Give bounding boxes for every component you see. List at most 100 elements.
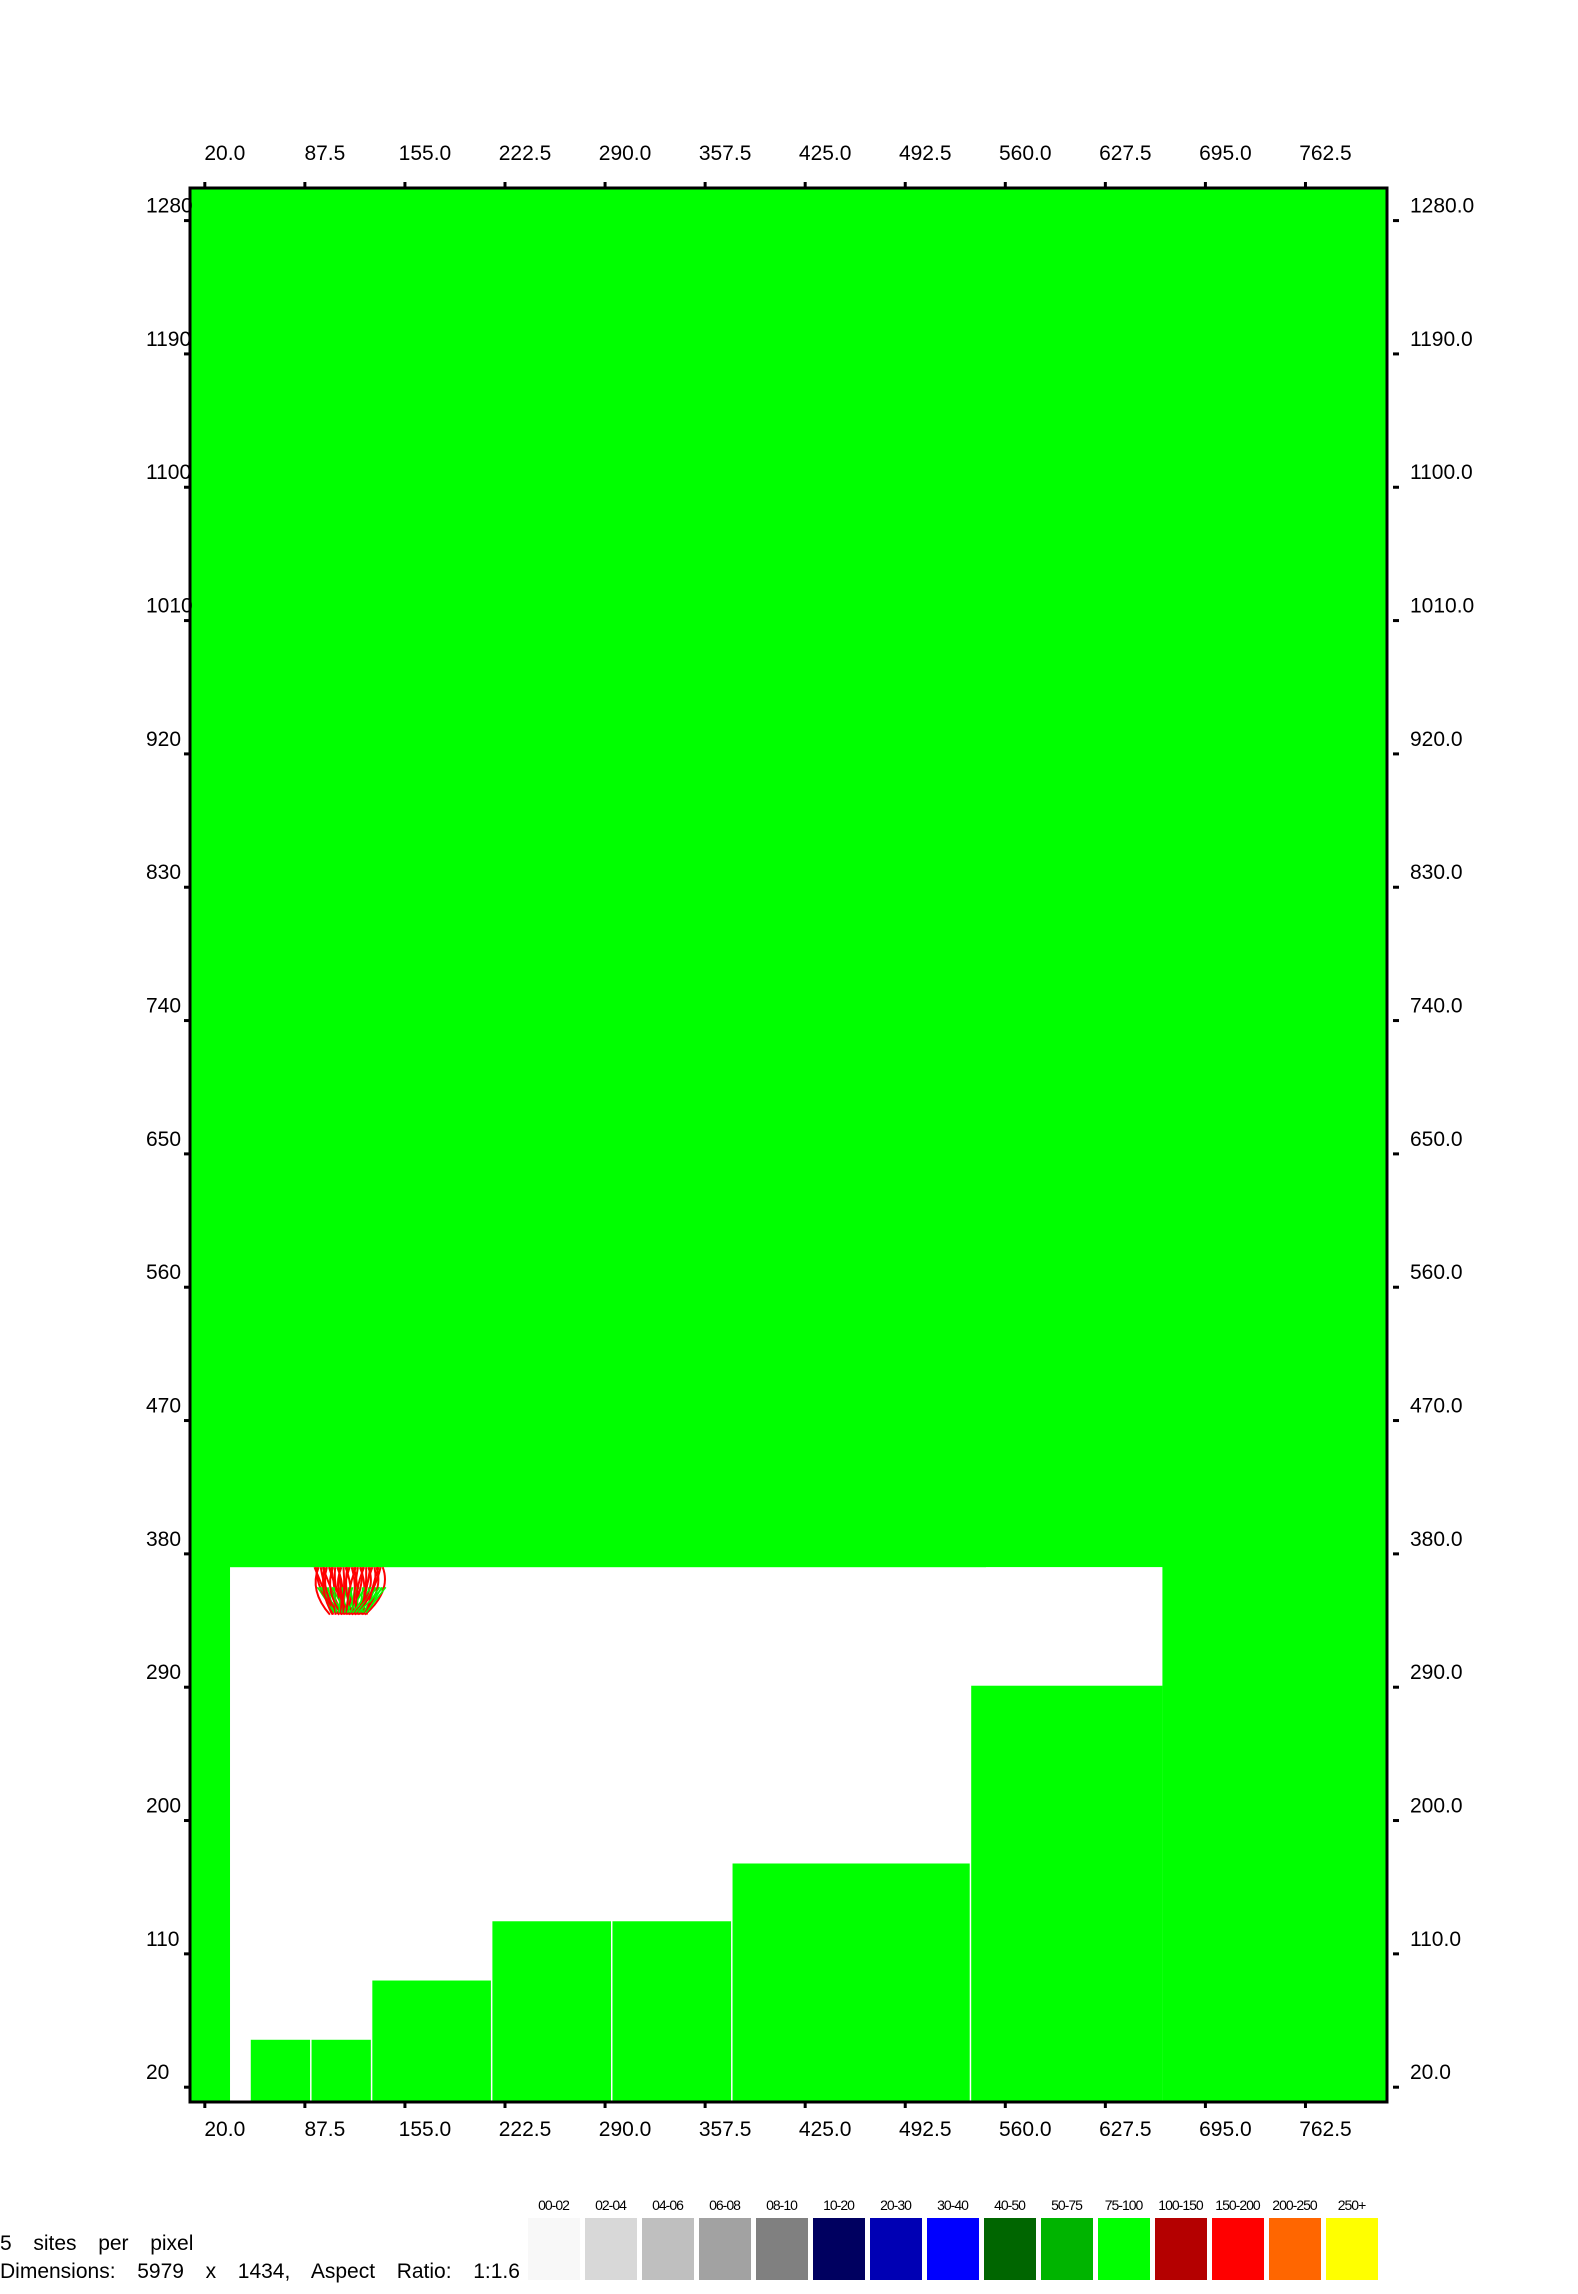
legend-item: 30-40 — [924, 2196, 981, 2280]
x-tick-label-top: 155.0 — [399, 142, 452, 165]
legend-label: 40-50 — [994, 2197, 1026, 2213]
y-tick-label-right: 1010.0 — [1410, 595, 1474, 618]
filled-block-4 — [612, 1921, 732, 2102]
legend-item: 06-08 — [696, 2196, 753, 2280]
x-tick-label-bottom: 155.0 — [399, 2118, 452, 2141]
legend-item: 08-10 — [753, 2196, 810, 2280]
filled-block-2 — [372, 1980, 491, 2102]
x-tick-label-bottom: 222.5 — [499, 2118, 552, 2141]
legend-item: 150-200 — [1209, 2196, 1266, 2280]
filled-block-7 — [1162, 1567, 1387, 2102]
legend-label: 30-40 — [937, 2197, 969, 2213]
y-tick-label-left: 380 — [146, 1528, 181, 1551]
legend-item: 02-04 — [582, 2196, 639, 2280]
legend-label: 04-06 — [652, 2197, 684, 2213]
legend-label: 250+ — [1337, 2197, 1367, 2213]
y-tick-label-left: 830 — [146, 861, 181, 884]
x-tick-label-top: 492.5 — [899, 142, 952, 165]
x-tick-label-top: 290.0 — [599, 142, 652, 165]
y-tick-label-left: 290 — [146, 1661, 181, 1684]
y-tick-label-right: 20.0 — [1410, 2061, 1451, 2084]
legend-swatch — [1268, 2218, 1321, 2280]
fiber-red — [342, 1566, 351, 1615]
legend-swatch — [1154, 2218, 1207, 2280]
y-tick-label-left: 920 — [146, 728, 181, 751]
y-tick-label-right: 740.0 — [1410, 995, 1463, 1018]
legend-swatch — [869, 2218, 922, 2280]
fiber-bundle — [313, 1566, 387, 1616]
x-tick-label-top: 425.0 — [799, 142, 852, 165]
fiber-red — [322, 1566, 334, 1616]
fiber-green — [357, 1586, 385, 1614]
y-tick-label-left: 740 — [146, 995, 181, 1018]
y-tick-label-left: 1100 — [146, 461, 191, 484]
legend-swatch — [983, 2218, 1036, 2280]
x-tick-label-top: 627.5 — [1099, 142, 1152, 165]
filled-block-1 — [311, 2039, 371, 2102]
y-tick-label-right: 110.0 — [1410, 1928, 1461, 1951]
y-tick-label-left: 200 — [146, 1795, 181, 1818]
legend-item: 100-150 — [1152, 2196, 1209, 2280]
x-tick-label-top: 222.5 — [499, 142, 552, 165]
plot-area — [190, 188, 1387, 2102]
legend-swatch — [641, 2218, 694, 2280]
y-tick-label-left: 560 — [146, 1261, 181, 1284]
fiber-red — [314, 1566, 331, 1616]
y-tick-label-right: 560.0 — [1410, 1261, 1463, 1284]
legend-item: 200-250 — [1266, 2196, 1323, 2280]
legend-label: 100-150 — [1158, 2197, 1203, 2213]
y-tick-label-left: 1190 — [146, 328, 191, 351]
x-tick-label-bottom: 290.0 — [599, 2118, 652, 2141]
legend-item: 00-02 — [525, 2196, 582, 2280]
y-tick-label-right: 200.0 — [1410, 1795, 1463, 1818]
y-tick-label-right: 920.0 — [1410, 728, 1463, 751]
legend-label: 75-100 — [1104, 2197, 1144, 2213]
heatmap-chart: 20.0 20.0 87.5 87.5 155.0 155.0 222.5 222.5 290.… — [146, 142, 1474, 2141]
x-tick-label-bottom: 425.0 — [799, 2118, 852, 2141]
filled-block-3 — [492, 1921, 611, 2102]
legend-label: 06-08 — [709, 2197, 741, 2213]
legend-label: 10-20 — [823, 2197, 855, 2213]
legend-label: 50-75 — [1051, 2197, 1083, 2213]
y-tick-label-right: 1100.0 — [1410, 461, 1473, 484]
y-tick-label-left: 110 — [146, 1928, 179, 1951]
legend-item: 20-30 — [867, 2196, 924, 2280]
x-tick-label-bottom: 492.5 — [899, 2118, 952, 2141]
y-tick-label-left: 470 — [146, 1395, 181, 1418]
x-tick-label-bottom: 560.0 — [999, 2118, 1052, 2141]
x-tick-label-bottom: 695.0 — [1199, 2118, 1252, 2141]
fiber-green — [352, 1586, 372, 1614]
x-tick-label-bottom: 87.5 — [304, 2118, 345, 2141]
x-tick-label-top: 87.5 — [304, 142, 345, 165]
legend-swatch — [926, 2218, 979, 2280]
legend-swatch — [1040, 2218, 1093, 2280]
y-tick-label-left: 1280 — [146, 195, 193, 218]
axes: 20.0 20.0 87.5 87.5 155.0 155.0 222.5 222.5 290.… — [146, 142, 1474, 2141]
x-tick-label-top: 762.5 — [1299, 142, 1352, 165]
y-tick-label-left: 1010 — [146, 595, 193, 618]
x-tick-label-bottom: 357.5 — [699, 2118, 752, 2141]
filled-block-0 — [250, 2039, 311, 2102]
legend-item: 250+ — [1323, 2196, 1380, 2280]
plot-frame — [188, 186, 1389, 2104]
legend-label: 200-250 — [1272, 2197, 1317, 2213]
fiber-green — [333, 1587, 338, 1613]
x-tick-label-bottom: 627.5 — [1099, 2118, 1152, 2141]
y-tick-label-left: 20 — [146, 2061, 169, 2084]
legend-label: 150-200 — [1215, 2197, 1260, 2213]
color-legend: 00-02 02-04 04-06 06-08 08-10 10-20 20-30 30-40… — [525, 2196, 1380, 2280]
legend-swatch — [1211, 2218, 1264, 2280]
y-tick-label-left: 650 — [146, 1128, 181, 1151]
y-tick-label-right: 830.0 — [1410, 861, 1463, 884]
legend-swatch — [812, 2218, 865, 2280]
legend-swatch — [755, 2218, 808, 2280]
x-tick-label-bottom: 762.5 — [1299, 2118, 1352, 2141]
x-tick-label-top: 695.0 — [1199, 142, 1252, 165]
legend-item: 50-75 — [1038, 2196, 1095, 2280]
x-tick-label-bottom: 20.0 — [204, 2118, 245, 2141]
legend-item: 40-50 — [981, 2196, 1038, 2280]
y-tick-label-right: 1190.0 — [1410, 328, 1473, 351]
legend-item: 75-100 — [1095, 2196, 1152, 2280]
legend-label: 00-02 — [538, 2197, 570, 2213]
fiber-green — [349, 1586, 366, 1614]
